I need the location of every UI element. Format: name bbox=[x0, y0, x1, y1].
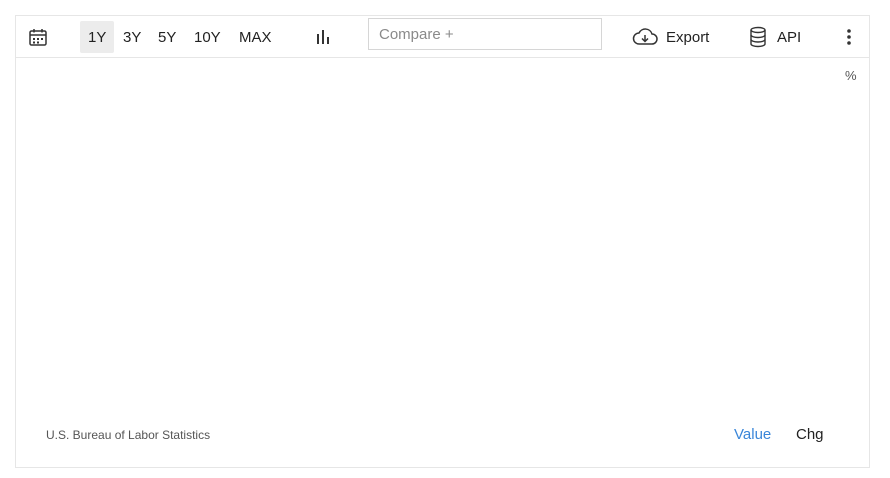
calendar-icon[interactable] bbox=[26, 26, 50, 48]
chart-toolbar: 1Y 3Y 5Y 10Y MAX Export bbox=[16, 16, 869, 58]
api-label: API bbox=[777, 28, 802, 46]
more-vertical-icon[interactable] bbox=[839, 26, 859, 48]
chg-toggle[interactable]: Chg bbox=[796, 426, 824, 443]
range-3y-button[interactable]: 3Y bbox=[123, 28, 142, 46]
compare-input[interactable] bbox=[368, 18, 602, 50]
export-label: Export bbox=[666, 28, 710, 46]
api-button[interactable]: API bbox=[749, 24, 801, 50]
range-5y-button[interactable]: 5Y bbox=[158, 28, 177, 46]
source-label: U.S. Bureau of Labor Statistics bbox=[46, 428, 211, 442]
range-max-button[interactable]: MAX bbox=[239, 28, 272, 46]
range-1y-button[interactable]: 1Y bbox=[80, 21, 115, 53]
value-toggle[interactable]: Value bbox=[734, 426, 772, 443]
range-10y-button[interactable]: 10Y bbox=[194, 28, 221, 46]
cloud-download-icon bbox=[632, 27, 658, 47]
chart-widget: 1Y 3Y 5Y 10Y MAX Export bbox=[15, 15, 870, 468]
export-button[interactable]: Export bbox=[632, 24, 709, 50]
bar-chart-icon[interactable] bbox=[312, 26, 334, 48]
unit-label: % bbox=[845, 68, 857, 83]
database-icon bbox=[749, 26, 767, 48]
